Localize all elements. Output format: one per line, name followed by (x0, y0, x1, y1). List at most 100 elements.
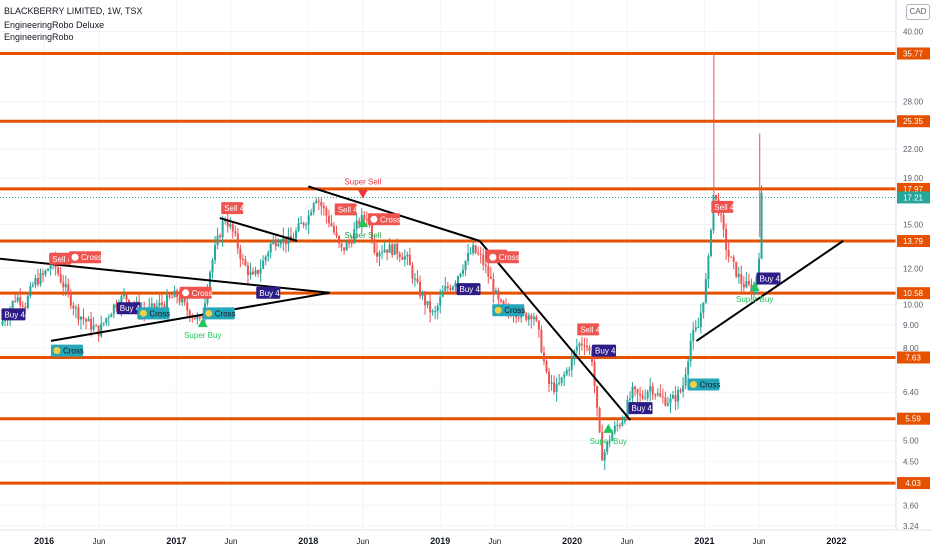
candle-body (29, 286, 32, 296)
sell-signal-box[interactable] (49, 252, 72, 265)
candle-body (254, 270, 257, 275)
y-tick-label: 28.00 (903, 98, 924, 107)
candle-body (325, 208, 328, 216)
candle-body (231, 224, 234, 232)
trend-line[interactable] (219, 217, 298, 242)
candle-body (631, 386, 634, 399)
trend-line[interactable] (50, 291, 330, 342)
sell-signal-box[interactable] (221, 202, 244, 215)
candle-body (737, 273, 740, 277)
candle-body (461, 269, 464, 274)
currency-badge[interactable]: CAD (906, 4, 930, 20)
y-tick-label: 19.00 (903, 174, 924, 183)
cross-red-signal-label: Cross (81, 253, 102, 262)
candle-body (305, 224, 308, 226)
candle-body (651, 386, 654, 395)
candle-body (578, 343, 581, 347)
candle-body (327, 215, 330, 224)
candle-body (644, 397, 647, 399)
cross-teal-signal-box[interactable] (202, 307, 235, 320)
candle-body (201, 317, 204, 319)
candle-body (279, 242, 282, 245)
candle-body (393, 243, 396, 255)
price-axis[interactable]: 40.00 28.00 22.00 19.00 15.00 12.00 10.00 9.00 8… (897, 27, 930, 531)
cross-teal-signal-box[interactable] (492, 304, 525, 317)
cross-teal-signal-box[interactable] (687, 378, 720, 391)
cross-red-signal-box[interactable] (486, 251, 519, 264)
candle-body (702, 302, 705, 313)
candle-body (244, 259, 247, 266)
sell-signal-box[interactable] (334, 203, 357, 216)
buy-signal-box[interactable] (592, 344, 617, 357)
cross-icon (182, 289, 190, 297)
candle-body (332, 225, 335, 233)
level-price-tag (897, 235, 930, 248)
candle-body (636, 389, 639, 394)
candle-body (310, 212, 313, 216)
candle-body (307, 215, 310, 225)
candle-body (234, 231, 237, 234)
cross-teal-signal-box[interactable] (50, 344, 83, 357)
buy-signal-box[interactable] (456, 283, 481, 296)
buy-signal-box[interactable] (256, 286, 281, 299)
cross-red-signal-box[interactable] (69, 251, 102, 264)
buy-signal-box[interactable] (1, 308, 26, 321)
level-price-label: 7.63 (905, 353, 921, 362)
cross-icon (494, 306, 502, 314)
candle-body (429, 301, 432, 313)
super-buy-arrow (197, 318, 208, 328)
candle-body (335, 232, 338, 237)
time-axis[interactable]: 2016 Jun 2017 Jun 2018 Jun 2019 Jun 2020 Jun 2021 J… (34, 536, 846, 546)
buy-signal-box[interactable] (628, 402, 653, 415)
candle-body (289, 235, 292, 240)
candle-body (386, 249, 389, 253)
candle-body (659, 393, 662, 397)
candle-body (259, 268, 262, 274)
candle-body (249, 271, 252, 276)
indicator-label-deluxe[interactable]: EngineeringRobo Deluxe (4, 20, 105, 30)
symbol-title[interactable]: BLACKBERRY LIMITED, 1W, TSX (4, 6, 143, 16)
candle-body (165, 295, 168, 309)
candle-body (375, 252, 378, 257)
cross-red-signal-box[interactable] (179, 286, 212, 299)
y-tick-label: 3.24 (903, 522, 919, 531)
sell-signal-label: Sell 4 (714, 203, 735, 212)
candle-body (122, 294, 125, 297)
candle-body (24, 306, 27, 308)
trend-line[interactable] (478, 240, 632, 421)
candle-body (85, 319, 88, 322)
buy-signal-box[interactable] (756, 272, 781, 285)
indicator-label-robo[interactable]: EngineeringRobo (4, 32, 74, 42)
y-tick-label: 5.00 (903, 437, 919, 446)
x-tick-label: 2021 (694, 536, 714, 546)
x-tick-label: Jun (225, 537, 238, 546)
level-price-label: 5.59 (905, 415, 921, 424)
cross-icon (139, 309, 147, 317)
trend-line[interactable] (695, 240, 844, 342)
buy-signal-label: Buy 4 (632, 404, 653, 413)
candle-body (1, 321, 4, 325)
candle-body (697, 327, 700, 329)
x-tick-label: 2022 (826, 536, 846, 546)
candle-body (221, 221, 224, 238)
candle-body (563, 374, 566, 378)
candle-body (186, 302, 189, 311)
candle-body (742, 284, 745, 288)
candle-body (611, 432, 614, 441)
candle-body (239, 248, 242, 259)
candle-body (472, 245, 475, 254)
candle-body (444, 286, 447, 291)
sell-signal-box[interactable] (577, 323, 600, 336)
candle-body (295, 230, 298, 239)
candle-body (760, 192, 763, 259)
sell-signal-box[interactable] (711, 200, 734, 213)
candle-body (312, 203, 315, 213)
cross-teal-signal-box[interactable] (137, 307, 170, 320)
candle-body (664, 397, 667, 406)
cross-icon (71, 253, 79, 261)
buy-signal-box[interactable] (116, 302, 141, 315)
candle-body (229, 224, 232, 227)
candle-body (492, 278, 495, 294)
cross-red-signal-box[interactable] (367, 213, 400, 226)
